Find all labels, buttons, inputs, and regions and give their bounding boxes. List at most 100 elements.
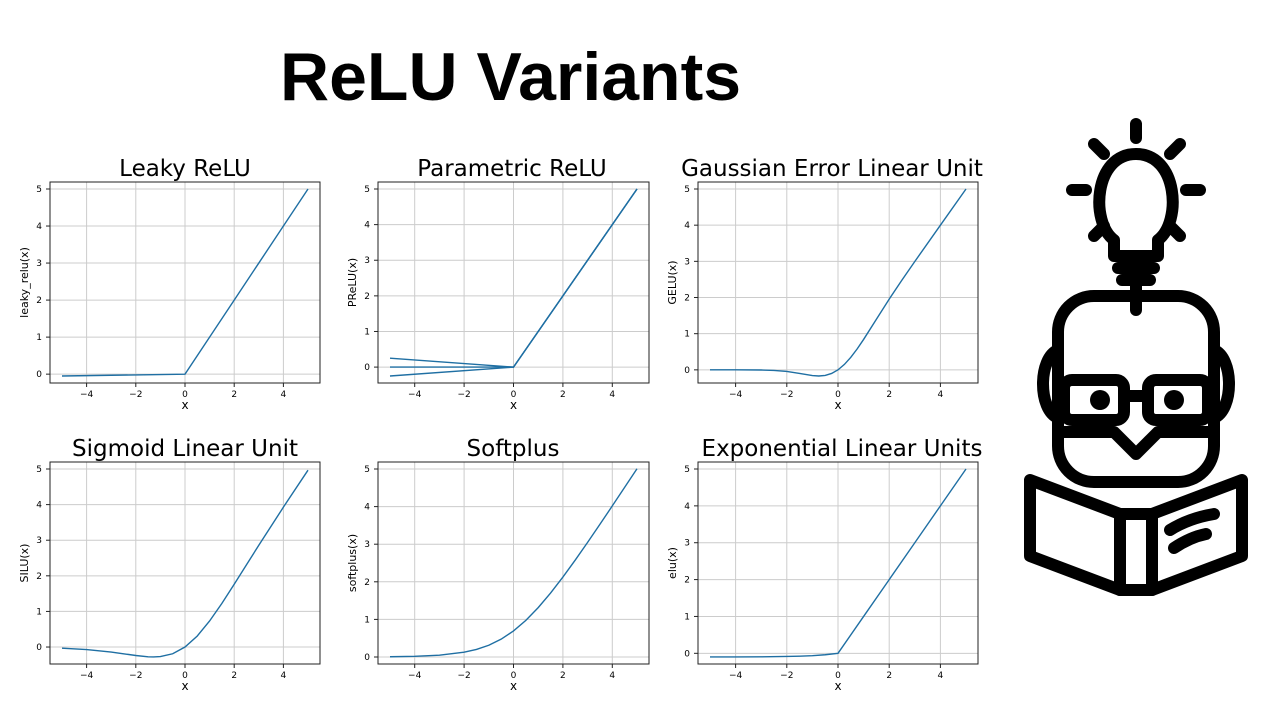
x-tick-label: −4: [408, 671, 422, 681]
chart-title: Sigmoid Linear Unit: [72, 436, 298, 462]
y-tick-label: 5: [684, 465, 690, 475]
ear: [1037, 344, 1064, 424]
eye: [1090, 390, 1110, 410]
y-tick-label: 2: [364, 578, 370, 588]
x-axis-label: x: [181, 679, 188, 693]
y-tick-label: 2: [36, 572, 42, 582]
y-tick-label: 1: [36, 607, 42, 617]
x-tick-label: 2: [886, 390, 892, 400]
x-tick-label: 0: [511, 390, 517, 400]
chart-title: Gaussian Error Linear Unit: [681, 156, 983, 182]
x-tick-label: −4: [729, 390, 743, 400]
chart-panel: Gaussian Error Linear Unit −4 −2 0 2 4 0 1 2 3 4 5 x…: [666, 156, 983, 412]
y-tick-label: 2: [364, 292, 370, 302]
x-tick-label: 2: [560, 390, 566, 400]
chart-title: Leaky ReLU: [119, 156, 251, 182]
ray: [1088, 138, 1110, 160]
y-tick-label: 2: [684, 294, 690, 304]
ear: [1208, 344, 1235, 424]
y-tick-label: 4: [684, 502, 690, 512]
x-tick-label: −4: [80, 671, 94, 681]
x-axis-label: x: [181, 398, 188, 412]
y-tick-label: 3: [36, 259, 42, 269]
page-title: ReLU Variants: [280, 39, 742, 115]
chart-panel: Exponential Linear Units −4 −2 0 2 4 0 1 2 3 4 5 x el…: [666, 436, 982, 693]
beard: [1058, 426, 1214, 460]
book-text-line: [1164, 508, 1220, 536]
x-tick-label: 2: [560, 671, 566, 681]
x-tick-label: −4: [729, 671, 743, 681]
chart-title: Softplus: [467, 436, 560, 462]
x-tick-label: 0: [511, 671, 517, 681]
x-tick-label: 2: [886, 671, 892, 681]
y-tick-label: 1: [684, 612, 690, 622]
y-tick-label: 0: [364, 363, 370, 373]
y-tick-label: 3: [364, 256, 370, 266]
y-tick-label: 5: [364, 465, 370, 475]
chart-panel: Parametric ReLU −4 −2 0 2 4 0 1 2 3 4 5 x PReLU(x): [346, 156, 650, 412]
y-tick-label: 2: [36, 296, 42, 306]
x-tick-label: −4: [408, 390, 422, 400]
y-tick-label: 5: [364, 185, 370, 195]
x-tick-label: 0: [835, 390, 841, 400]
chart-title: Parametric ReLU: [417, 156, 606, 182]
chart-panel: Softplus −4 −2 0 2 4 0 1 2 3 4 5 x softplus(x): [346, 436, 650, 693]
chart-title: Exponential Linear Units: [702, 436, 983, 462]
x-axis-label: x: [510, 398, 517, 412]
y-tick-label: 0: [684, 366, 690, 376]
y-tick-label: 4: [364, 503, 370, 513]
y-axis-label: elu(x): [666, 547, 679, 579]
y-tick-label: 3: [364, 540, 370, 550]
x-tick-label: 4: [281, 390, 287, 400]
y-tick-label: 4: [36, 222, 42, 232]
x-tick-label: −2: [129, 671, 142, 681]
y-axis-label: PReLU(x): [346, 258, 359, 307]
book-left-page: [1024, 474, 1126, 596]
y-tick-label: 3: [684, 539, 690, 549]
y-tick-label: 5: [36, 465, 42, 475]
y-tick-label: 4: [36, 501, 42, 511]
series-line: [710, 188, 967, 377]
ray: [1164, 138, 1186, 160]
x-tick-label: 4: [609, 390, 615, 400]
x-tick-label: 4: [938, 390, 944, 400]
x-tick-label: 0: [182, 390, 188, 400]
y-axis-label: SILU(x): [18, 544, 31, 583]
y-tick-label: 1: [684, 330, 690, 340]
x-tick-label: 0: [835, 671, 841, 681]
reader-with-lightbulb-icon: [1024, 118, 1248, 596]
y-axis-label: GELU(x): [666, 260, 679, 304]
y-tick-label: 0: [364, 653, 370, 663]
x-tick-label: −4: [80, 390, 94, 400]
y-tick-label: 3: [36, 536, 42, 546]
x-tick-label: 4: [938, 671, 944, 681]
x-tick-label: −2: [457, 390, 470, 400]
y-tick-label: 0: [684, 649, 690, 659]
x-tick-label: −2: [780, 390, 793, 400]
x-tick-label: 4: [281, 671, 287, 681]
x-axis-label: x: [510, 679, 517, 693]
series-line: [389, 468, 638, 658]
eye: [1164, 390, 1184, 410]
y-tick-label: 1: [364, 327, 370, 337]
y-tick-label: 0: [36, 643, 42, 653]
x-axis-label: x: [834, 679, 841, 693]
y-axis-label: softplus(x): [346, 534, 359, 592]
x-tick-label: 4: [609, 671, 615, 681]
chart-panel: Sigmoid Linear Unit −4 −2 0 2 4 0 1 2 3 4 5 x SILU(x): [18, 436, 321, 693]
x-tick-label: −2: [129, 390, 142, 400]
x-axis-label: x: [834, 398, 841, 412]
x-tick-label: 2: [231, 390, 237, 400]
x-tick-label: −2: [780, 671, 793, 681]
book-text-line: [1168, 528, 1212, 554]
y-tick-label: 4: [364, 221, 370, 231]
chart-panel: Leaky ReLU −4 −2 0 2 4 0 1 2 3 4 5 x leaky_relu(x): [18, 156, 321, 412]
series-line: [389, 188, 638, 377]
y-tick-label: 0: [36, 370, 42, 380]
y-tick-label: 3: [684, 257, 690, 267]
y-axis-label: leaky_relu(x): [18, 247, 31, 318]
y-tick-label: 5: [36, 185, 42, 195]
bulb: [1093, 148, 1179, 262]
y-tick-label: 4: [684, 221, 690, 231]
